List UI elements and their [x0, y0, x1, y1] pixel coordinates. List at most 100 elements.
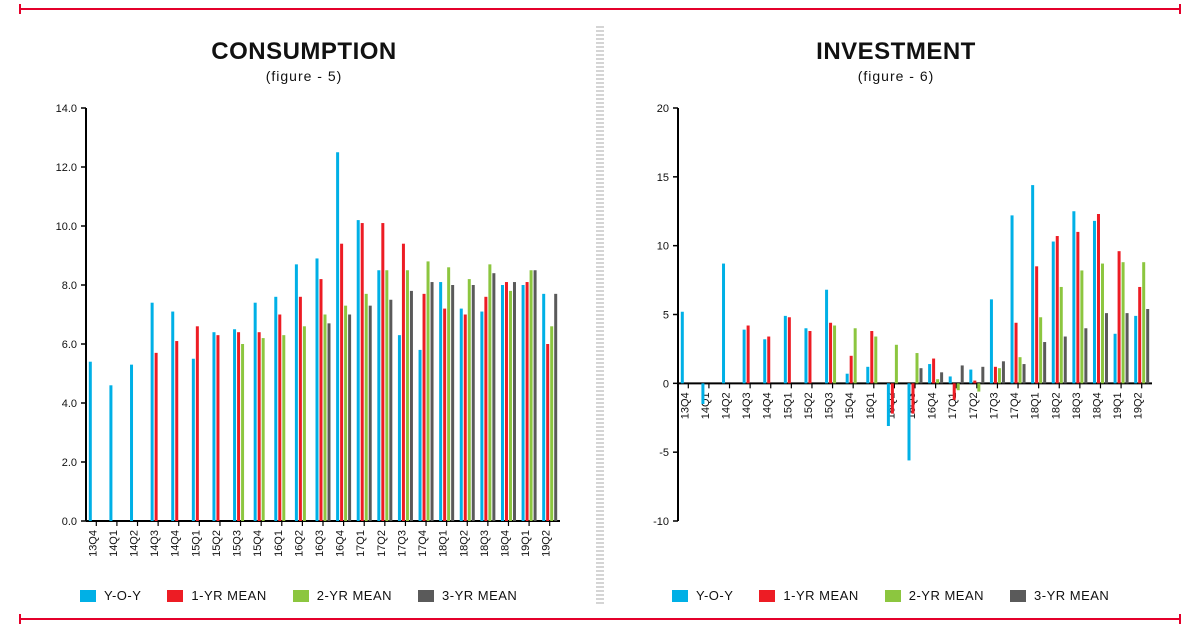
legend-label: 1-YR MEAN [783, 588, 858, 603]
chart-svg: 0.0 2.0 4.0 6.0 8.0 10.0 12.0 14.0 13Q4 14Q1 14Q2 1… [38, 102, 570, 575]
legend-swatch [1010, 590, 1026, 602]
svg-text:18Q1: 18Q1 [438, 530, 450, 557]
svg-text:18Q2: 18Q2 [1050, 392, 1062, 419]
legend-item: 2-YR MEAN [885, 588, 984, 603]
chart-svg: -10-50510152013Q414Q114Q214Q314Q415Q115Q… [630, 102, 1162, 575]
legend-swatch [167, 590, 183, 602]
svg-text:15: 15 [657, 172, 669, 184]
svg-text:0.0: 0.0 [62, 516, 77, 528]
svg-text:13Q4: 13Q4 [679, 392, 691, 419]
legend-label: 2-YR MEAN [317, 588, 392, 603]
legend-label: 3-YR MEAN [442, 588, 517, 603]
svg-text:17Q2: 17Q2 [968, 392, 980, 419]
panels: CONSUMPTION (figure - 5) 0.0 2.0 4.0 6.0 8.0… [20, 30, 1180, 598]
svg-text:15Q2: 15Q2 [211, 530, 223, 557]
legend-item: Y-O-Y [672, 588, 733, 603]
svg-text:16Q4: 16Q4 [927, 392, 939, 419]
legend-item: Y-O-Y [80, 588, 141, 603]
svg-text:16Q4: 16Q4 [335, 530, 347, 557]
svg-text:13Q4: 13Q4 [87, 530, 99, 557]
rule-cap [1179, 4, 1181, 14]
chart-subtitle: (figure - 5) [38, 68, 570, 84]
svg-text:15Q4: 15Q4 [252, 530, 264, 557]
legend-consumption: Y-O-Y 1-YR MEAN 2-YR MEAN 3-YR MEAN [38, 588, 570, 603]
panel-consumption: CONSUMPTION (figure - 5) 0.0 2.0 4.0 6.0 8.0… [20, 30, 600, 598]
svg-text:17Q4: 17Q4 [1009, 392, 1021, 419]
svg-text:18Q3: 18Q3 [479, 530, 491, 557]
legend-swatch [80, 590, 96, 602]
svg-text:14Q4: 14Q4 [170, 530, 182, 557]
svg-text:15Q1: 15Q1 [190, 530, 202, 557]
svg-text:14Q1: 14Q1 [108, 530, 120, 557]
legend-swatch [759, 590, 775, 602]
svg-text:14Q3: 14Q3 [741, 392, 753, 419]
svg-text:17Q2: 17Q2 [376, 530, 388, 557]
svg-text:19Q2: 19Q2 [541, 530, 553, 557]
page: CONSUMPTION (figure - 5) 0.0 2.0 4.0 6.0 8.0… [0, 0, 1200, 628]
chart-subtitle: (figure - 6) [630, 68, 1162, 84]
svg-text:-10: -10 [653, 516, 669, 528]
svg-text:10: 10 [657, 241, 669, 253]
svg-text:15Q1: 15Q1 [782, 392, 794, 419]
svg-text:16Q3: 16Q3 [314, 530, 326, 557]
legend-swatch [885, 590, 901, 602]
panel-investment: INVESTMENT (figure - 6) -10 -5 0 5 10 15 20 13Q… [600, 30, 1180, 598]
legend-label: Y-O-Y [104, 588, 141, 603]
svg-text:19Q1: 19Q1 [1112, 392, 1124, 419]
legend-swatch [418, 590, 434, 602]
svg-text:15Q4: 15Q4 [844, 392, 856, 419]
rule-cap [1179, 614, 1181, 624]
svg-text:15Q3: 15Q3 [232, 530, 244, 557]
rule-cap [19, 614, 21, 624]
svg-text:19Q2: 19Q2 [1133, 392, 1145, 419]
svg-text:14Q2: 14Q2 [129, 530, 141, 557]
legend-investment: Y-O-Y 1-YR MEAN 2-YR MEAN 3-YR MEAN [630, 588, 1162, 603]
top-rule [20, 8, 1180, 10]
svg-text:18Q4: 18Q4 [1091, 392, 1103, 419]
bottom-rule [20, 618, 1180, 620]
legend-item: 1-YR MEAN [167, 588, 266, 603]
legend-label: 1-YR MEAN [191, 588, 266, 603]
svg-text:4.0: 4.0 [62, 398, 77, 410]
svg-text:0: 0 [663, 378, 669, 390]
svg-text:18Q3: 18Q3 [1071, 392, 1083, 419]
legend-item: 3-YR MEAN [418, 588, 517, 603]
svg-text:5: 5 [663, 310, 669, 322]
legend-item: 2-YR MEAN [293, 588, 392, 603]
svg-text:17Q1: 17Q1 [355, 530, 367, 557]
chart-investment: -10-50510152013Q414Q114Q214Q314Q415Q115Q… [630, 102, 1162, 580]
chart-title: CONSUMPTION [38, 38, 570, 66]
svg-text:16Q2: 16Q2 [293, 530, 305, 557]
svg-text:10.0: 10.0 [56, 221, 77, 233]
chart-title: INVESTMENT [630, 38, 1162, 66]
svg-text:17Q3: 17Q3 [396, 530, 408, 557]
svg-text:15Q2: 15Q2 [803, 392, 815, 419]
legend-item: 3-YR MEAN [1010, 588, 1109, 603]
svg-text:14Q3: 14Q3 [149, 530, 161, 557]
svg-text:18Q2: 18Q2 [458, 530, 470, 557]
rule-cap [19, 4, 21, 14]
svg-text:17Q3: 17Q3 [988, 392, 1000, 419]
svg-text:16Q1: 16Q1 [273, 530, 285, 557]
svg-text:19Q1: 19Q1 [520, 530, 532, 557]
svg-text:2.0: 2.0 [62, 457, 77, 469]
svg-text:12.0: 12.0 [56, 162, 77, 174]
svg-text:14.0: 14.0 [56, 103, 77, 115]
svg-text:-5: -5 [659, 447, 669, 459]
legend-item: 1-YR MEAN [759, 588, 858, 603]
svg-text:15Q3: 15Q3 [824, 392, 836, 419]
legend-label: 3-YR MEAN [1034, 588, 1109, 603]
svg-text:14Q2: 14Q2 [721, 392, 733, 419]
svg-text:6.0: 6.0 [62, 339, 77, 351]
svg-text:20: 20 [657, 103, 669, 115]
legend-label: Y-O-Y [696, 588, 733, 603]
svg-text:18Q4: 18Q4 [499, 530, 511, 557]
legend-swatch [293, 590, 309, 602]
legend-label: 2-YR MEAN [909, 588, 984, 603]
svg-text:8.0: 8.0 [62, 280, 77, 292]
chart-consumption: 0.0 2.0 4.0 6.0 8.0 10.0 12.0 14.0 13Q4 14Q1 14Q2 1… [38, 102, 570, 580]
svg-text:18Q1: 18Q1 [1030, 392, 1042, 419]
svg-text:14Q4: 14Q4 [762, 392, 774, 419]
svg-text:16Q1: 16Q1 [865, 392, 877, 419]
svg-text:17Q4: 17Q4 [417, 530, 429, 557]
